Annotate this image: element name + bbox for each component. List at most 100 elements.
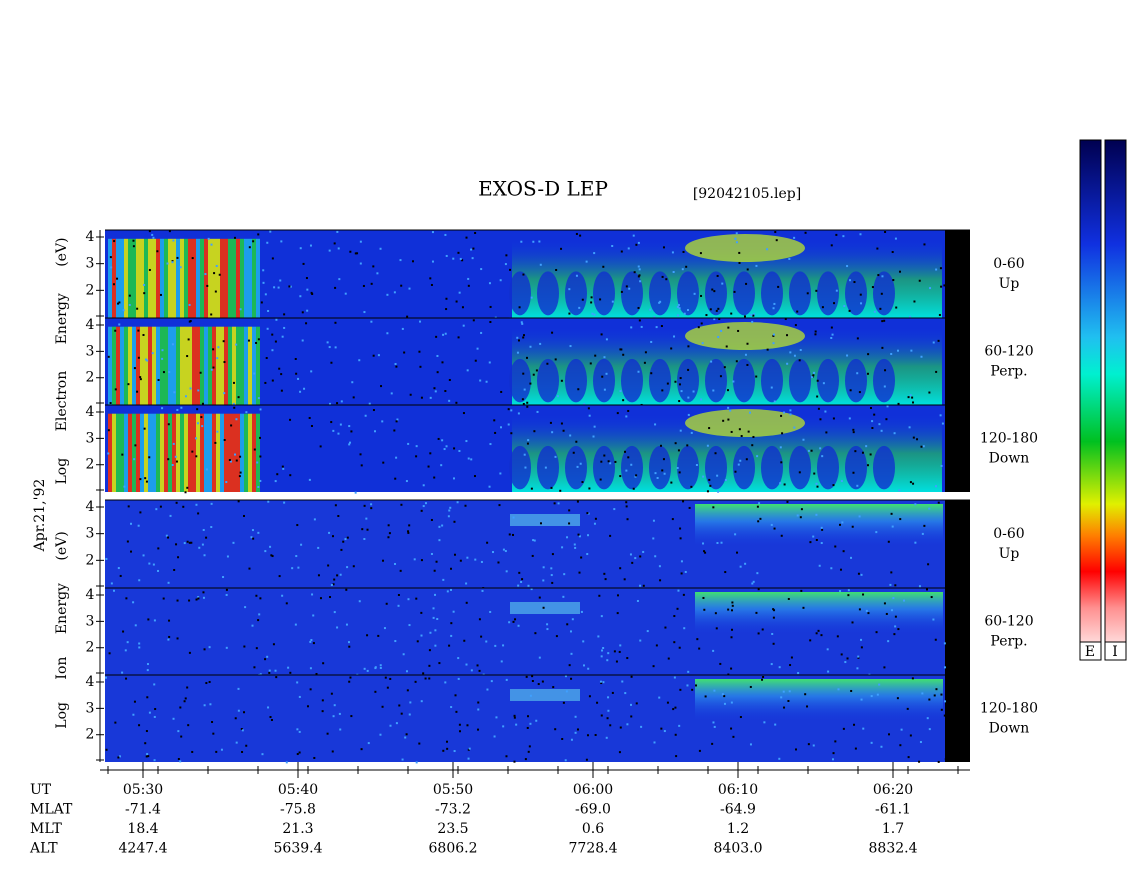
noise bbox=[179, 706, 182, 709]
noise bbox=[571, 618, 574, 621]
noise bbox=[897, 402, 900, 405]
row-label: MLT bbox=[30, 821, 62, 837]
noise bbox=[600, 655, 603, 658]
spectrum-arch bbox=[593, 271, 615, 316]
noise bbox=[434, 644, 437, 647]
noise bbox=[820, 542, 823, 545]
noise bbox=[143, 283, 146, 286]
noise bbox=[618, 751, 621, 754]
noise bbox=[533, 539, 536, 542]
noise bbox=[541, 680, 544, 683]
spectrum-column bbox=[196, 326, 200, 405]
noise bbox=[340, 400, 343, 403]
row-value: -73.2 bbox=[435, 802, 471, 818]
noise bbox=[841, 521, 844, 524]
noise bbox=[897, 628, 900, 631]
noise bbox=[737, 463, 740, 466]
noise bbox=[360, 748, 363, 751]
noise bbox=[148, 230, 151, 233]
noise bbox=[513, 714, 516, 717]
noise bbox=[167, 423, 170, 426]
noise bbox=[494, 644, 497, 647]
noise bbox=[701, 342, 704, 345]
noise bbox=[127, 383, 130, 386]
noise bbox=[672, 270, 675, 273]
noise bbox=[311, 293, 314, 296]
noise bbox=[488, 485, 491, 488]
noise bbox=[493, 419, 496, 422]
noise bbox=[253, 372, 256, 375]
noise bbox=[269, 545, 272, 548]
spectrum-band bbox=[695, 592, 943, 636]
spectrum-column bbox=[120, 238, 124, 318]
noise bbox=[871, 286, 874, 289]
spectrum-column bbox=[168, 413, 172, 492]
noise bbox=[445, 254, 448, 257]
noise bbox=[310, 291, 313, 294]
noise bbox=[259, 408, 262, 411]
noise bbox=[225, 593, 228, 596]
noise bbox=[186, 686, 189, 689]
noise bbox=[127, 505, 130, 508]
spectrum-band bbox=[685, 409, 805, 437]
noise bbox=[266, 655, 269, 658]
noise bbox=[173, 391, 176, 394]
noise bbox=[251, 529, 254, 532]
noise bbox=[230, 424, 233, 427]
spectrum-arch bbox=[705, 445, 727, 490]
noise bbox=[428, 649, 431, 652]
noise bbox=[363, 311, 366, 314]
noise bbox=[420, 396, 423, 399]
noise bbox=[297, 377, 300, 380]
noise bbox=[470, 248, 473, 251]
noise bbox=[431, 260, 434, 263]
spectrum-column bbox=[132, 326, 136, 405]
noise bbox=[225, 588, 228, 591]
noise bbox=[398, 704, 401, 707]
noise bbox=[448, 399, 451, 402]
spectrum-column bbox=[152, 413, 156, 492]
noise bbox=[723, 366, 726, 369]
noise bbox=[289, 418, 292, 421]
noise bbox=[770, 663, 773, 666]
spectrogram bbox=[105, 229, 970, 764]
noise bbox=[489, 610, 492, 613]
noise bbox=[268, 669, 271, 672]
noise bbox=[194, 437, 197, 440]
noise bbox=[627, 456, 630, 459]
noise bbox=[206, 284, 209, 287]
noise bbox=[739, 565, 742, 568]
noise bbox=[399, 259, 402, 262]
noise bbox=[526, 401, 529, 404]
noise bbox=[778, 757, 781, 760]
spectrum-arch bbox=[593, 358, 615, 403]
noise bbox=[148, 562, 151, 565]
noise bbox=[557, 502, 560, 505]
noise bbox=[176, 637, 179, 640]
noise bbox=[839, 568, 842, 571]
noise bbox=[746, 342, 749, 345]
noise bbox=[351, 381, 354, 384]
noise bbox=[593, 313, 596, 316]
noise bbox=[909, 734, 912, 737]
spectrum-arch bbox=[537, 358, 559, 403]
noise bbox=[245, 744, 248, 747]
noise bbox=[137, 356, 140, 359]
noise bbox=[737, 329, 740, 332]
data-gap bbox=[945, 318, 970, 405]
noise bbox=[214, 290, 217, 293]
noise bbox=[542, 606, 545, 609]
noise bbox=[200, 416, 203, 419]
noise bbox=[319, 597, 322, 600]
spectrum-column bbox=[228, 326, 232, 405]
noise bbox=[722, 419, 725, 422]
noise bbox=[763, 721, 766, 724]
noise bbox=[167, 638, 170, 641]
noise bbox=[712, 649, 715, 652]
noise bbox=[282, 467, 285, 470]
noise bbox=[465, 663, 468, 666]
noise bbox=[713, 290, 716, 293]
noise bbox=[799, 349, 802, 352]
noise bbox=[820, 526, 823, 529]
noise bbox=[875, 531, 878, 534]
